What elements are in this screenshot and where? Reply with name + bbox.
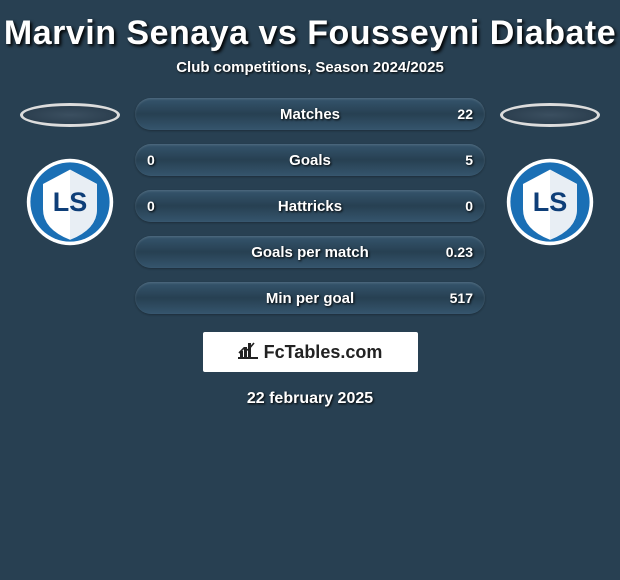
stats-panel: Matches 22 0 Goals 5 0 Hattricks 0 Goals… — [135, 98, 485, 314]
bar-chart-icon — [238, 341, 258, 364]
stat-right-value: 5 — [465, 152, 473, 168]
page-subtitle: Club competitions, Season 2024/2025 — [0, 59, 620, 98]
left-side: LS — [15, 98, 125, 247]
svg-text:LS: LS — [53, 187, 88, 217]
right-club-badge: LS — [505, 157, 595, 247]
stat-label: Min per goal — [135, 290, 485, 307]
stat-label: Goals per match — [135, 244, 485, 261]
shield-icon: LS — [25, 157, 115, 247]
right-player-avatar — [500, 103, 600, 127]
stat-right-value: 517 — [450, 290, 473, 306]
stat-right-value: 0 — [465, 198, 473, 214]
brand-text: FcTables.com — [264, 342, 383, 363]
stat-row-matches: Matches 22 — [135, 98, 485, 130]
stat-row-min-per-goal: Min per goal 517 — [135, 282, 485, 314]
stat-row-goals: 0 Goals 5 — [135, 144, 485, 176]
stat-row-hattricks: 0 Hattricks 0 — [135, 190, 485, 222]
stat-right-value: 0.23 — [446, 244, 473, 260]
stat-label: Hattricks — [135, 198, 485, 215]
right-side: LS — [495, 98, 605, 247]
left-player-avatar — [20, 103, 120, 127]
stat-right-value: 22 — [457, 106, 473, 122]
left-club-badge: LS — [25, 157, 115, 247]
comparison-content: LS Matches 22 0 Goals 5 0 Hattricks 0 — [0, 98, 620, 314]
brand-badge: FcTables.com — [203, 332, 418, 372]
shield-icon: LS — [505, 157, 595, 247]
svg-text:LS: LS — [533, 187, 568, 217]
stat-row-goals-per-match: Goals per match 0.23 — [135, 236, 485, 268]
stat-label: Goals — [135, 152, 485, 169]
stat-label: Matches — [135, 106, 485, 123]
page-title: Marvin Senaya vs Fousseyni Diabate — [0, 0, 620, 59]
date-text: 22 february 2025 — [0, 390, 620, 408]
